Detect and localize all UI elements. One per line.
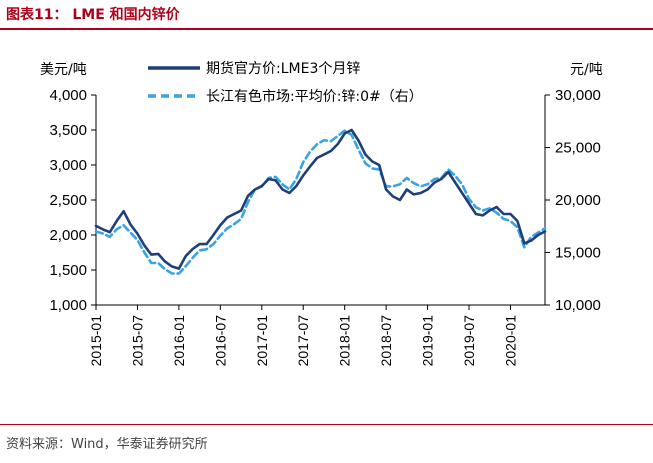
x-tick-label: 2020-01 bbox=[502, 315, 518, 367]
right-axis-unit: 元/吨 bbox=[570, 62, 603, 78]
x-tick-label: 2019-07 bbox=[461, 315, 477, 367]
left-tick-label: 2,500 bbox=[49, 192, 87, 209]
x-tick-label: 2018-07 bbox=[378, 315, 394, 367]
figure-title: 图表11： LME 和国内锌价 bbox=[6, 7, 180, 23]
series-line-lme bbox=[94, 128, 547, 270]
right-tick-label: 25,000 bbox=[555, 140, 601, 157]
left-axis-unit: 美元/吨 bbox=[40, 62, 87, 78]
x-tick-label: 2018-01 bbox=[337, 315, 353, 367]
series-line-changjiang bbox=[94, 129, 547, 275]
title-rule bbox=[0, 28, 653, 30]
footer-rule bbox=[0, 424, 653, 425]
left-tick-label: 2,000 bbox=[49, 227, 87, 244]
left-tick-label: 4,000 bbox=[49, 87, 87, 104]
x-tick-label: 2016-07 bbox=[212, 315, 228, 367]
x-tick-label: 2016-01 bbox=[171, 315, 187, 367]
right-tick-label: 15,000 bbox=[555, 245, 601, 262]
left-tick-label: 3,500 bbox=[49, 122, 87, 139]
source-note: 资料来源：Wind，华泰证券研究所 bbox=[6, 437, 208, 452]
right-tick-label: 20,000 bbox=[555, 192, 601, 209]
right-tick-label: 10,000 bbox=[555, 297, 601, 314]
left-tick-label: 1,000 bbox=[49, 297, 87, 314]
left-tick-label: 3,000 bbox=[49, 157, 87, 174]
series-layer bbox=[94, 128, 547, 275]
legend-label-changjiang: 长江有色市场:平均价:锌:0#（右） bbox=[206, 88, 423, 105]
x-tick-label: 2019-01 bbox=[420, 315, 436, 367]
legend: 期货官方价:LME3个月锌 长江有色市场:平均价:锌:0#（右） bbox=[148, 60, 423, 105]
x-tick-label: 2017-01 bbox=[254, 315, 270, 367]
tick-labels: 1,000 1,500 2,000 2,500 3,000 3,500 4,000 10,00… bbox=[49, 87, 600, 366]
x-tick-label: 2017-07 bbox=[295, 315, 311, 367]
axes bbox=[91, 94, 550, 310]
x-tick-label: 2015-01 bbox=[88, 315, 104, 367]
right-tick-label: 30,000 bbox=[555, 87, 601, 104]
left-tick-label: 1,500 bbox=[49, 262, 87, 279]
x-tick-label: 2015-07 bbox=[129, 315, 145, 367]
chart: 美元/吨 元/吨 1,000 1,500 2,000 2,500 3,000 3,500 4… bbox=[40, 60, 603, 366]
legend-label-lme: 期货官方价:LME3个月锌 bbox=[206, 60, 360, 77]
